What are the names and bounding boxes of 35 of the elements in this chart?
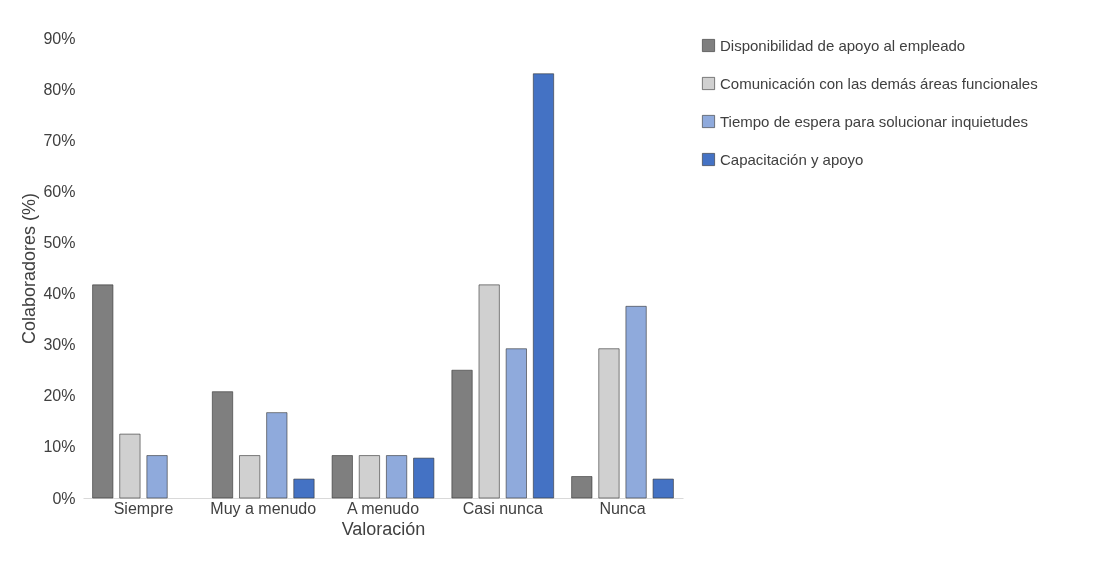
y-tick-label: 90% (43, 29, 76, 47)
y-tick-label: 50% (43, 233, 76, 251)
x-tick-label: Muy a menudo (210, 499, 317, 517)
x-axis-title: Valoración (341, 518, 426, 539)
bar (212, 391, 233, 499)
y-tick-label: 70% (43, 131, 76, 149)
x-tick-label: Casi nunca (462, 499, 543, 517)
bar (533, 73, 554, 499)
bar (413, 457, 435, 499)
y-tick-label: 80% (43, 80, 76, 98)
y-tick-label: 10% (43, 438, 76, 456)
bar (92, 284, 114, 499)
x-tick-label: A menudo (346, 499, 420, 517)
bar (386, 455, 408, 499)
y-tick-label: 40% (43, 285, 76, 303)
bar (293, 478, 315, 499)
bar (625, 306, 647, 499)
legend-label: Disponibilidad de apoyo al empleado (720, 36, 966, 54)
bar (652, 478, 674, 499)
legend-label: Capacitación y apoyo (720, 150, 864, 168)
legend-label: Tiempo de espera para solucionar inquietudes (720, 112, 1028, 130)
bar (331, 455, 353, 499)
legend-label: Comunicación con las demás áreas funcionales (720, 74, 1038, 92)
bar (266, 412, 288, 499)
y-tick-label: 20% (43, 387, 76, 405)
bar (505, 348, 527, 499)
y-axis-title: Colaboradores (%) (19, 192, 40, 345)
x-tick-label: Nunca (599, 499, 646, 517)
bar (146, 455, 168, 499)
y-tick-label: 0% (52, 489, 76, 507)
y-tick-label: 60% (43, 182, 76, 200)
x-tick-label: Siempre (113, 499, 174, 517)
y-tick-label: 30% (43, 336, 76, 354)
bar (451, 369, 473, 499)
bar (571, 476, 593, 499)
